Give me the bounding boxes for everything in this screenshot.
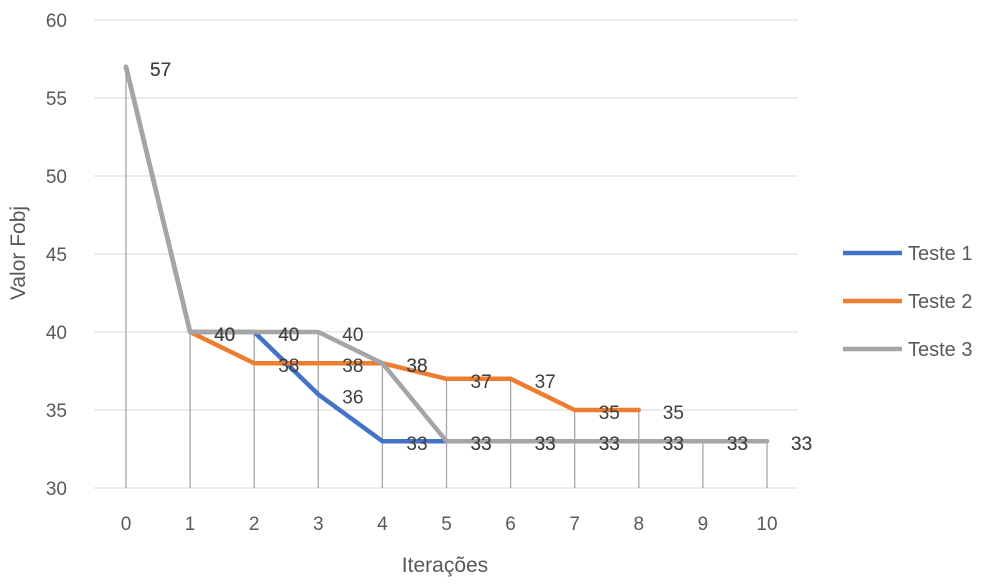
x-tick-label: 8: [634, 514, 645, 535]
x-tick-label: 0: [121, 514, 132, 535]
data-label: 33: [599, 434, 620, 455]
legend: Teste 1 Teste 2 Teste 3: [843, 243, 972, 361]
x-tick-label: 3: [313, 514, 324, 535]
y-tick-label: 45: [46, 245, 67, 266]
data-label: 38: [406, 356, 427, 377]
x-tick-label: 10: [756, 514, 777, 535]
y-tick-label: 50: [46, 167, 67, 188]
series-line-2: [123, 64, 642, 413]
data-label: 33: [791, 434, 812, 455]
y-tick-label: 40: [46, 323, 67, 344]
y-tick-label: 35: [46, 401, 67, 422]
x-tick-label: 1: [185, 514, 196, 535]
data-label: 38: [406, 356, 427, 377]
x-axis-title: Iterações: [402, 554, 488, 577]
x-tick-label: 2: [249, 514, 260, 535]
data-label: 57: [150, 60, 171, 81]
x-tick-label: 6: [505, 514, 516, 535]
data-label: 33: [406, 434, 427, 455]
legend-label: Teste 2: [908, 291, 972, 313]
x-tick-label: 9: [698, 514, 709, 535]
data-label: 35: [599, 403, 620, 424]
data-label: 57: [150, 60, 171, 81]
x-tick-label: 4: [377, 514, 388, 535]
data-label: 40: [342, 325, 363, 346]
legend-label: Teste 1: [908, 243, 972, 265]
data-label: 40: [278, 325, 299, 346]
y-axis-title: Valor Fobj: [7, 206, 30, 300]
y-tick-labels: 30 35 40 45 50 55 60: [46, 11, 67, 500]
y-tick-label: 60: [46, 11, 67, 32]
data-label: 37: [535, 372, 556, 393]
data-label: 38: [342, 356, 363, 377]
data-label: 40: [278, 325, 299, 346]
data-label: 33: [727, 434, 748, 455]
y-tick-label: 55: [46, 89, 67, 110]
data-label: 40: [214, 325, 235, 346]
data-label: 40: [214, 325, 235, 346]
data-label: 36: [342, 387, 363, 408]
data-label: 33: [727, 434, 748, 455]
data-label: 35: [663, 403, 684, 424]
series-line-3: [123, 64, 770, 444]
data-label: 33: [791, 434, 812, 455]
data-label: 33: [599, 434, 620, 455]
x-tick-label: 5: [441, 514, 452, 535]
data-label: 33: [535, 434, 556, 455]
data-label: 33: [663, 434, 684, 455]
data-label: 33: [471, 434, 492, 455]
data-label: 33: [471, 434, 492, 455]
data-label: 33: [663, 434, 684, 455]
x-tick-label: 7: [569, 514, 580, 535]
series-lines: [123, 64, 770, 444]
y-tick-label: 30: [46, 479, 67, 500]
data-label: 57: [150, 60, 171, 81]
data-label: 40: [214, 325, 235, 346]
data-label: 38: [278, 356, 299, 377]
data-label: 33: [535, 434, 556, 455]
x-tick-labels: 0 1 2 3 4 5 6 7 8 9 10: [121, 514, 778, 535]
legend-label: Teste 3: [908, 339, 972, 361]
drop-lines: [125, 66, 768, 488]
data-label: 37: [471, 372, 492, 393]
